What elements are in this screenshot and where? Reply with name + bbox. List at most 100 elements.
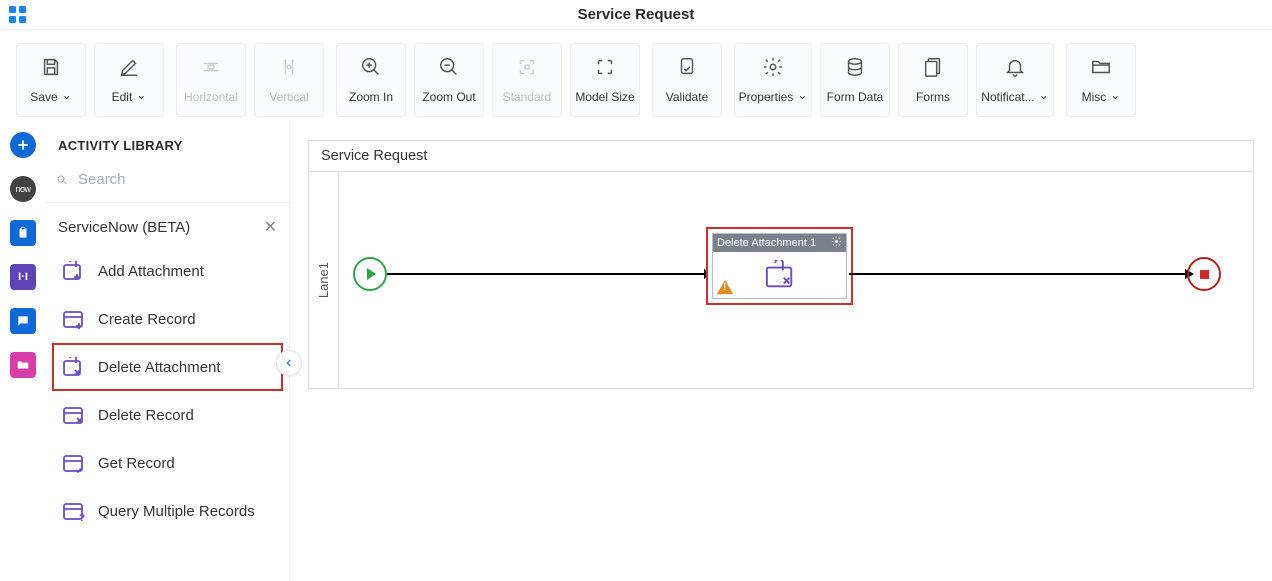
task-title: Delete Attachment.1 — [717, 237, 816, 249]
edit-button[interactable]: Edit — [94, 43, 164, 117]
lane-body[interactable]: Delete Attachment.1 — [339, 172, 1253, 388]
canvas-area: Service Request Lane1 Delete Attachment.… — [290, 120, 1272, 581]
activity-label: Delete Record — [98, 407, 194, 424]
lane: Lane1 Delete Attachment.1 — [309, 172, 1253, 388]
warning-icon — [717, 280, 733, 294]
activity-icon — [62, 357, 86, 377]
activity-icon: ? — [62, 501, 86, 521]
search-input[interactable] — [76, 167, 279, 192]
activity-item[interactable]: Delete Attachment — [52, 343, 283, 391]
vertical-icon — [278, 56, 300, 78]
apps-icon[interactable] — [0, 0, 36, 30]
activity-item[interactable]: Create Record — [52, 295, 283, 343]
notifications-button[interactable]: Notificat... — [976, 43, 1054, 117]
activity-icon — [62, 453, 86, 473]
search-icon — [56, 169, 68, 191]
collapse-sidebar-button[interactable] — [276, 350, 302, 376]
edit-icon — [118, 56, 140, 78]
rail-item-purple[interactable]: I·I — [10, 264, 36, 290]
toolbar: Save Edit Horizontal Vertical Zo — [0, 30, 1272, 120]
category-label: ServiceNow (BETA) — [58, 219, 190, 236]
properties-button[interactable]: Properties — [734, 43, 812, 117]
save-button[interactable]: Save — [16, 43, 86, 117]
activity-label: Get Record — [98, 455, 175, 472]
forms-icon — [922, 56, 944, 78]
activity-icon — [62, 261, 86, 281]
form-data-button[interactable]: Form Data — [820, 43, 890, 117]
task-header: Delete Attachment.1 — [713, 234, 846, 252]
task-body — [713, 252, 846, 298]
activity-icon — [62, 309, 86, 329]
activity-item[interactable]: Delete Record — [52, 391, 283, 439]
activity-label: Create Record — [98, 311, 196, 328]
model-size-button[interactable]: Model Size — [570, 43, 640, 117]
activity-item[interactable]: Get Record — [52, 439, 283, 487]
delete-attachment-icon — [763, 260, 797, 290]
svg-text:?: ? — [79, 513, 85, 523]
activity-list: Add Attachment Create Record Delete Attach… — [46, 247, 289, 545]
activity-label: Add Attachment — [98, 263, 204, 280]
database-icon — [844, 56, 866, 78]
vertical-button: Vertical — [254, 43, 324, 117]
start-node[interactable] — [353, 257, 387, 291]
standard-icon — [516, 56, 538, 78]
tool-label: Zoom In — [349, 90, 393, 104]
tool-label: Notificat... — [981, 90, 1048, 104]
edge — [849, 273, 1187, 275]
misc-button[interactable]: Misc — [1066, 43, 1136, 117]
tool-label: Validate — [666, 90, 708, 104]
zoom-in-button[interactable]: Zoom In — [336, 43, 406, 117]
folder-pink-icon[interactable] — [10, 352, 36, 378]
horizontal-button: Horizontal — [176, 43, 246, 117]
validate-icon — [676, 56, 698, 78]
page-title: Service Request — [578, 6, 695, 23]
left-rail: now I·I — [0, 120, 46, 581]
activity-label: Delete Attachment — [98, 359, 221, 376]
tool-label: Misc — [1082, 90, 1121, 104]
canvas-title: Service Request — [309, 141, 1253, 172]
category-row: ServiceNow (BETA) ✕ — [46, 203, 289, 247]
tool-label: Save — [30, 90, 71, 104]
activity-label: Query Multiple Records — [98, 503, 255, 520]
chat-icon[interactable] — [10, 308, 36, 334]
lane-label: Lane1 — [309, 172, 339, 388]
horizontal-icon — [200, 56, 222, 78]
save-icon — [40, 56, 62, 78]
add-circle-button[interactable] — [10, 132, 36, 158]
tool-label: Horizontal — [184, 90, 238, 104]
bell-icon — [1004, 56, 1026, 78]
search-row — [46, 161, 289, 203]
tool-label: Properties — [739, 90, 808, 104]
gear-icon[interactable] — [831, 236, 842, 250]
sidebar-header: ACTIVITY LIBRARY — [46, 120, 289, 161]
tool-label: Model Size — [575, 90, 634, 104]
topbar: Service Request — [0, 0, 1272, 30]
tool-label: Vertical — [269, 90, 308, 104]
activity-icon — [62, 405, 86, 425]
forms-button[interactable]: Forms — [898, 43, 968, 117]
close-icon[interactable]: ✕ — [264, 217, 277, 237]
edge — [387, 273, 706, 275]
gear-icon — [762, 56, 784, 78]
now-icon[interactable]: now — [10, 176, 36, 202]
standard-button: Standard — [492, 43, 562, 117]
activity-item[interactable]: Add Attachment — [52, 247, 283, 295]
zoom-out-button[interactable]: Zoom Out — [414, 43, 484, 117]
task-node[interactable]: Delete Attachment.1 — [706, 227, 853, 305]
zoom-in-icon — [360, 56, 382, 78]
tool-label: Form Data — [827, 90, 884, 104]
canvas: Service Request Lane1 Delete Attachment.… — [308, 140, 1254, 389]
model-size-icon — [594, 56, 616, 78]
clipboard-icon[interactable] — [10, 220, 36, 246]
activity-item[interactable]: ? Query Multiple Records — [52, 487, 283, 535]
validate-button[interactable]: Validate — [652, 43, 722, 117]
end-node[interactable] — [1187, 257, 1221, 291]
activity-sidebar: ACTIVITY LIBRARY ServiceNow (BETA) ✕ Add… — [46, 120, 290, 581]
zoom-out-icon — [438, 56, 460, 78]
tool-label: Forms — [916, 90, 950, 104]
folder-icon — [1090, 56, 1112, 78]
tool-label: Standard — [503, 90, 552, 104]
tool-label: Edit — [112, 90, 147, 104]
body: now I·I ACTIVITY LIBRARY ServiceNow (BET… — [0, 120, 1272, 581]
tool-label: Zoom Out — [422, 90, 475, 104]
